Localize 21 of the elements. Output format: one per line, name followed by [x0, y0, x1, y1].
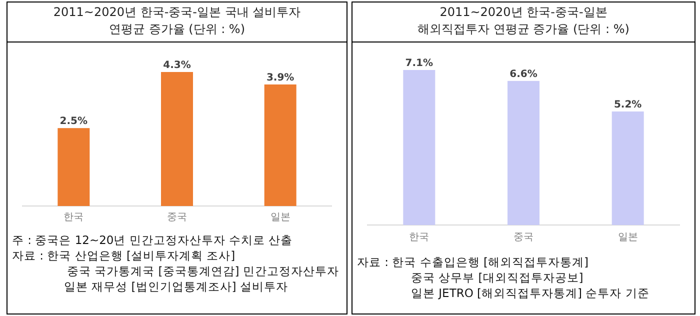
- x-tick-label: 한국: [409, 232, 430, 243]
- x-tick-label: 일본: [270, 212, 290, 223]
- text: 주 : 중국은 12~20년 민간고정자산투자 수치로 산출: [12, 233, 293, 247]
- data-label: 7.1%: [405, 58, 434, 69]
- text: 자료 : 한국 산업은행 [설비투자계획 조사]: [12, 248, 236, 262]
- chart-title: 2011~2020년 한국-중국-일본 국내 설비투자 연평균 증가율 (단위 : %): [53, 5, 301, 36]
- data-label: 4.3%: [163, 60, 191, 71]
- text: 일본 재무성 [법인기업통계조사] 설비투자: [64, 280, 288, 294]
- data-label: 3.9%: [266, 72, 294, 84]
- data-label: 6.6%: [510, 68, 538, 80]
- text: 중국 상무부 [대외직접투자공보]: [411, 270, 584, 284]
- x-tick-label: 한국: [64, 212, 84, 223]
- text: 중국 국가통계국 [중국통계연감] 민간고정자산투자: [67, 264, 339, 278]
- text: 일본 JETRO [해외직접투자통계] 순투자 기준: [411, 286, 650, 300]
- x-tick-label: 중국: [514, 232, 534, 243]
- data-label: 2.5%: [60, 116, 88, 128]
- text: 자료 : 한국 수출입은행 [해외직접투자통계]: [357, 255, 588, 269]
- x-tick-label: 중국: [167, 212, 187, 223]
- data-label: 5.2%: [614, 99, 642, 110]
- x-tick-label: 일본: [618, 232, 638, 243]
- chart-title: 2011~2020년 한국-중국-일본 해외직접투자 연평균 증가율 (단위 : %): [418, 5, 630, 36]
